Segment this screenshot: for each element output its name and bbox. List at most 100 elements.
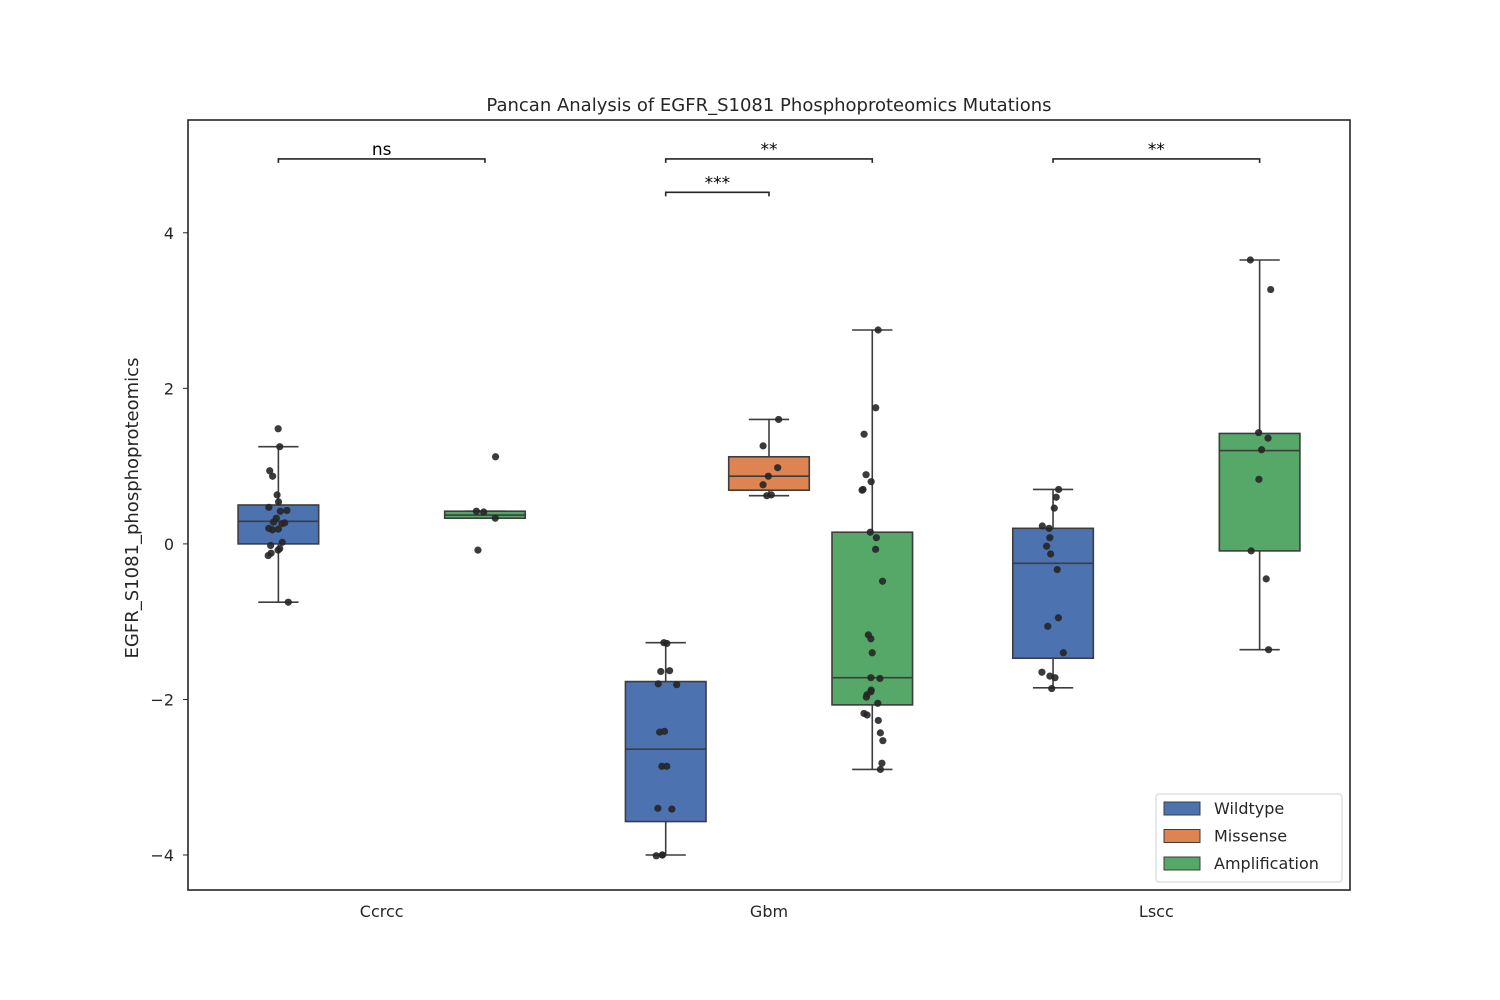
data-point <box>763 492 771 500</box>
bracket-line <box>1052 158 1261 163</box>
significance-bracket: ** <box>664 140 874 163</box>
data-point <box>1050 504 1058 512</box>
data-point <box>872 534 880 542</box>
data-point <box>654 804 662 812</box>
data-point <box>867 478 875 486</box>
y-tick-label: −2 <box>150 690 174 709</box>
data-point <box>876 729 884 737</box>
data-point <box>269 518 278 526</box>
data-point <box>264 551 272 560</box>
data-point <box>1043 542 1051 550</box>
data-point <box>874 716 882 725</box>
data-point <box>266 467 274 475</box>
data-point <box>872 545 880 553</box>
data-point <box>269 472 277 480</box>
data-point <box>273 491 281 499</box>
data-point <box>1044 622 1052 630</box>
data-point <box>1046 534 1054 542</box>
legend-label-wildtype: Wildtype <box>1214 799 1284 818</box>
data-point <box>1255 475 1263 483</box>
bracket-line <box>277 158 486 163</box>
legend-frame <box>1155 793 1343 883</box>
data-point <box>268 526 277 534</box>
iqr-box <box>1011 527 1095 660</box>
data-point <box>858 486 866 494</box>
data-point <box>472 507 481 515</box>
data-point <box>283 506 291 515</box>
data-point <box>1047 550 1055 558</box>
iqr-box <box>624 680 707 823</box>
data-point <box>874 326 882 334</box>
data-point <box>657 667 665 676</box>
data-point <box>1038 522 1046 530</box>
plot-area: ns ******* <box>237 140 1301 860</box>
data-point <box>774 464 782 472</box>
box-gbm-amplification <box>831 326 914 774</box>
data-point <box>874 699 882 707</box>
data-point <box>656 728 664 736</box>
legend-label-missense: Missense <box>1214 827 1287 846</box>
data-point <box>278 520 286 528</box>
data-point <box>876 765 885 774</box>
data-point <box>1247 547 1255 555</box>
data-point <box>759 442 767 450</box>
box-lscc-wildtype <box>1011 485 1095 693</box>
data-point <box>276 443 284 451</box>
legend-label-amplification: Amplification <box>1214 854 1319 873</box>
bracket-line <box>664 191 770 197</box>
data-point <box>652 852 660 860</box>
significance-bracket: ** <box>1052 140 1261 163</box>
data-point <box>867 635 875 643</box>
data-point <box>274 546 282 554</box>
y-tick-label: 4 <box>164 224 174 243</box>
data-point <box>1051 674 1059 682</box>
x-tick-label: Gbm <box>750 902 788 921</box>
legend-swatch-amplification <box>1163 856 1201 871</box>
data-point <box>474 546 482 554</box>
data-point <box>1055 485 1063 494</box>
data-point <box>866 528 874 536</box>
box-gbm-missense <box>727 415 811 500</box>
data-point <box>868 649 876 657</box>
iqr-box <box>1218 432 1301 552</box>
data-point <box>1052 493 1060 501</box>
data-point <box>491 453 500 461</box>
data-point <box>1264 434 1272 442</box>
data-point <box>1038 668 1046 676</box>
data-point <box>860 430 868 438</box>
y-tick-label: 0 <box>164 535 174 554</box>
data-point <box>862 693 870 701</box>
y-tick-label: 2 <box>164 379 174 398</box>
significance-bracket: *** <box>664 173 770 197</box>
data-point <box>658 762 666 770</box>
data-point <box>878 759 886 767</box>
x-tick-label: Ccrcc <box>360 902 404 921</box>
data-point <box>862 471 870 479</box>
data-point <box>274 525 282 533</box>
y-tick-label: −4 <box>150 846 174 865</box>
data-point <box>1048 684 1056 693</box>
x-tick-label: Lscc <box>1139 902 1174 921</box>
box-ccrcc-wildtype <box>237 425 320 606</box>
significance-label: ** <box>761 140 778 160</box>
data-point <box>1059 649 1067 657</box>
bracket-line <box>664 158 874 163</box>
data-point <box>775 415 783 424</box>
data-point <box>1257 446 1266 454</box>
legend: Wildtype Missense Amplification <box>1155 793 1343 883</box>
data-point <box>1246 256 1254 264</box>
data-point <box>668 805 676 813</box>
data-point <box>863 711 871 719</box>
significance-label: ** <box>1148 140 1165 160</box>
data-point <box>480 508 488 516</box>
data-point <box>867 674 875 682</box>
data-point <box>1262 575 1270 583</box>
data-point <box>278 538 286 546</box>
data-point <box>759 481 767 489</box>
chart-title: Pancan Analysis of EGFR_S1081 Phosphopro… <box>486 95 1051 116</box>
significance-label: ns <box>372 140 392 160</box>
data-point <box>876 674 884 683</box>
data-point <box>673 681 681 689</box>
y-axis-label: EGFR_S1081_phosphoproteomics <box>122 358 143 659</box>
